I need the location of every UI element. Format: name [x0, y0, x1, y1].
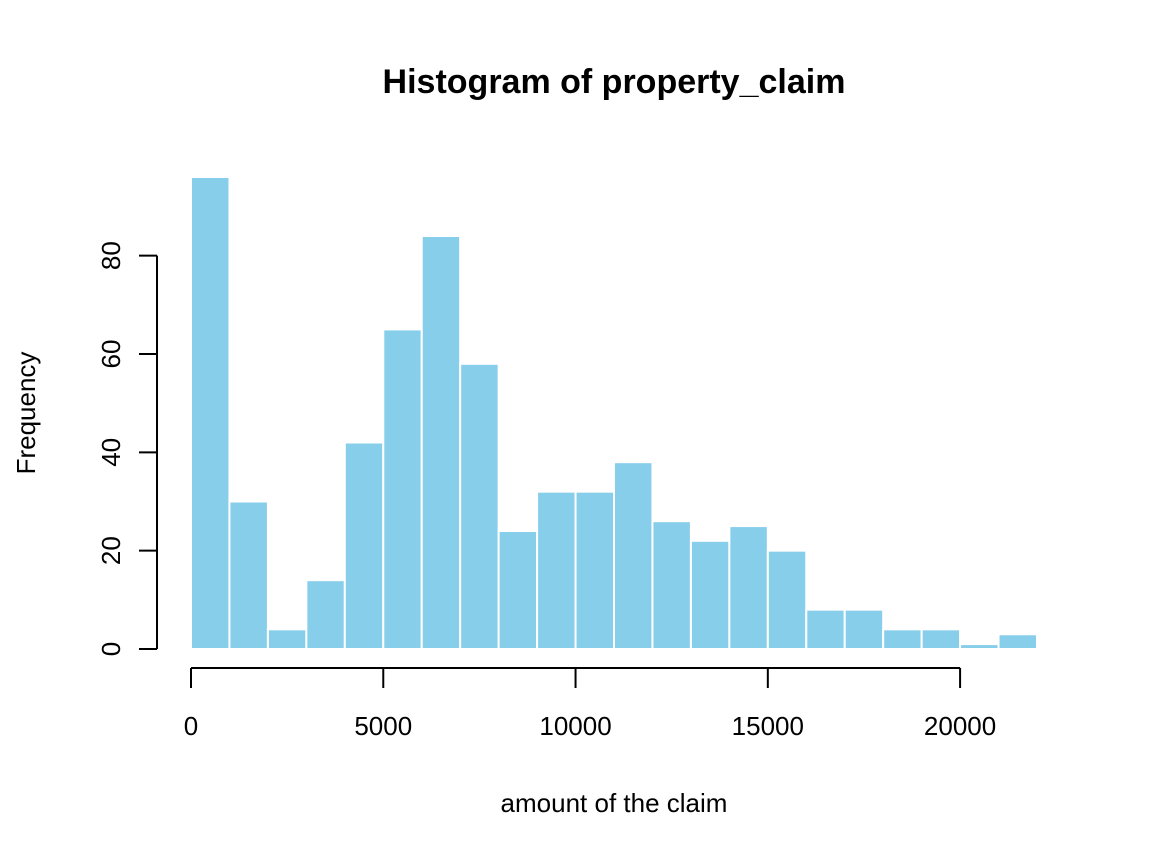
histogram-bar [959, 643, 1000, 650]
histogram-bar [843, 608, 885, 651]
histogram-bar [459, 362, 500, 650]
histogram-bar [305, 579, 346, 651]
histogram-bar [420, 235, 462, 650]
histogram-bar [689, 539, 731, 650]
x-axis-title: amount of the claim [501, 788, 728, 818]
histogram-bar [651, 520, 692, 651]
y-tick-label: 0 [96, 642, 126, 656]
y-tick-label: 40 [96, 438, 126, 467]
histogram-bar [997, 633, 1039, 650]
histogram-bar [766, 549, 808, 651]
x-tick-label: 5000 [354, 711, 412, 741]
x-tick-label: 0 [184, 711, 198, 741]
histogram-bar [920, 628, 962, 650]
histogram-bar [728, 525, 769, 650]
y-tick-label: 20 [96, 536, 126, 565]
y-tick-label: 80 [96, 241, 126, 270]
histogram-bar [266, 628, 308, 650]
histogram-bar [343, 441, 385, 650]
histogram-bar [382, 328, 423, 650]
histogram-bar [190, 176, 231, 650]
y-tick-label: 60 [96, 340, 126, 369]
histogram-bar [497, 530, 539, 650]
x-tick-label: 20000 [924, 711, 996, 741]
histogram-bar [228, 500, 269, 650]
y-axis-title: Frequency [11, 352, 41, 475]
x-tick-label: 10000 [539, 711, 611, 741]
x-tick-label: 15000 [732, 711, 804, 741]
histogram-bar [805, 608, 846, 651]
histogram-bar [574, 490, 616, 650]
histogram-bar [536, 490, 577, 650]
bars-group [190, 176, 1039, 651]
chart-title: Histogram of property_claim [383, 63, 846, 101]
histogram-bar [882, 628, 923, 650]
x-axis: 0 5000 10000 15000 20000 [184, 667, 996, 741]
histogram-bar [613, 461, 654, 650]
y-axis: 0 20 40 60 80 [96, 241, 158, 656]
